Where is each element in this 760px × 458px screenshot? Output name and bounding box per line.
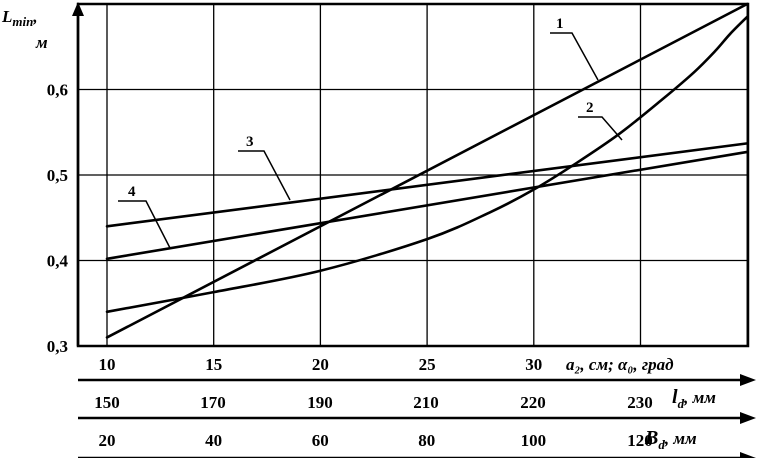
x3-tick-label: 60 (312, 431, 329, 450)
series-4-line (105, 150, 749, 261)
x-axis-label-bd: Bd, мм (644, 427, 697, 452)
x-axis-label-ld: ld, мм (672, 386, 716, 411)
y-tick-label: 0,6 (47, 81, 68, 100)
y-axis-arrow (72, 2, 84, 16)
series-3-label: 3 (246, 134, 254, 150)
series-3-leader (238, 150, 291, 201)
series-2-line (105, 15, 749, 314)
x2-tick-label: 220 (520, 393, 546, 412)
x2-tick-label: 210 (413, 393, 439, 412)
series-3-line (105, 142, 749, 228)
y-axis-unit: м (35, 33, 48, 52)
x3-tick-label: 120 (627, 431, 653, 450)
x3-tick-label: 100 (521, 431, 547, 450)
y-tick-label: 0,5 (47, 166, 68, 185)
x1-tick-label: 30 (525, 355, 542, 374)
x2-tick-label: 170 (200, 393, 226, 412)
y-axis-label: Lmin, (1, 7, 38, 29)
y-tick-label: 0,3 (47, 337, 68, 356)
series-lines (105, 2, 749, 339)
series-2-label: 2 (586, 100, 594, 116)
x3-tick-label: 20 (99, 431, 116, 450)
series-labels: 1 2 3 4 (118, 16, 623, 249)
x-axis-arrow-3 (740, 452, 756, 458)
x2-tick-label: 150 (94, 393, 120, 412)
x-axes: 10 15 20 25 30 150 170 190 210 220 230 20 40 60 80 100 1… (78, 355, 756, 458)
x3-tick-label: 80 (418, 431, 435, 450)
series-4-leader (118, 200, 171, 249)
series-2-leader (578, 116, 623, 141)
x1-tick-label: 15 (205, 355, 222, 374)
x1-tick-label: 25 (419, 355, 436, 374)
x2-tick-label: 190 (307, 393, 333, 412)
series-1-leader (550, 32, 599, 81)
x-axis-arrow-2 (740, 412, 756, 424)
y-tick-labels: 0,4 0,5 0,6 0,3 (47, 81, 69, 357)
x1-tick-label: 20 (312, 355, 329, 374)
x-axis-label-a2: a₂, см; α₀, град (566, 355, 674, 374)
series-1-line (105, 2, 749, 339)
series-1-label: 1 (556, 16, 564, 32)
x2-tick-label: 230 (627, 393, 653, 412)
series-4-label: 4 (128, 184, 136, 200)
y-tick-label: 0,4 (47, 252, 69, 271)
x1-tick-label: 10 (99, 355, 116, 374)
x-axis-arrow-1 (740, 374, 756, 386)
x3-tick-label: 40 (205, 431, 222, 450)
